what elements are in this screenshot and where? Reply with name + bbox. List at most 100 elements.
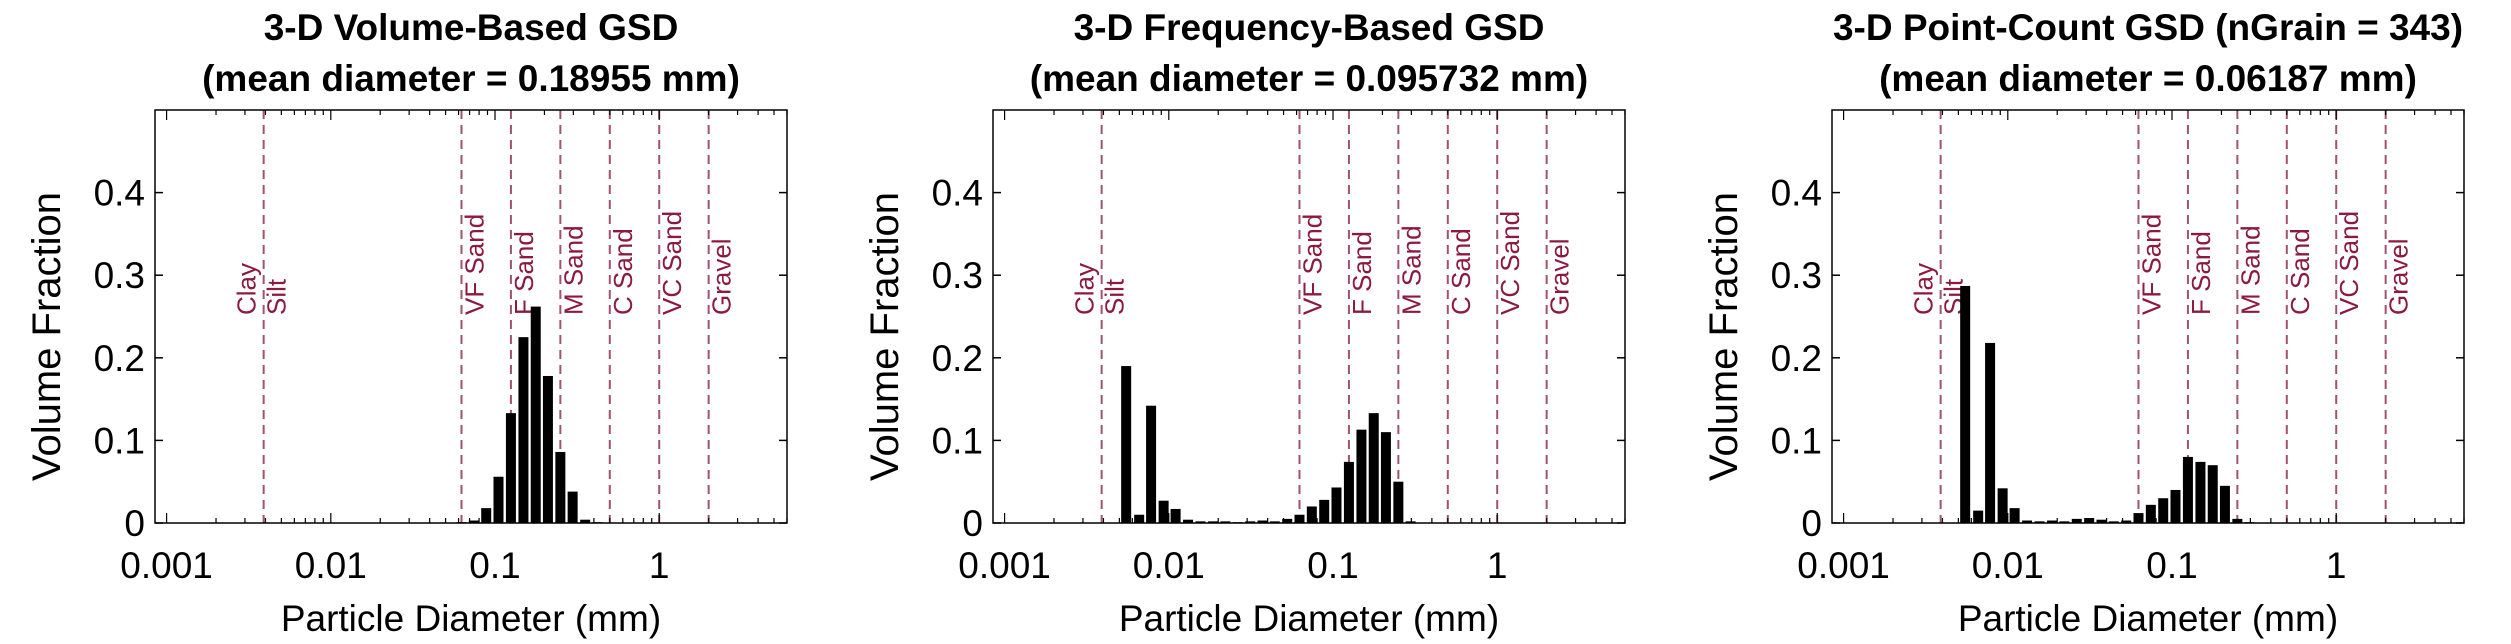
boundary-label-m-sand: M Sand: [558, 225, 588, 315]
bar: [2022, 520, 2033, 523]
boundary-label-f-sand: F Sand: [2186, 231, 2216, 315]
y-tick-label: 0.3: [94, 255, 145, 296]
boundary-label-clay: Clay: [1070, 263, 1100, 315]
bar: [2096, 519, 2107, 523]
bar: [580, 519, 591, 523]
chart-panel-1: 3-D Volume-Based GSD (mean diameter = 0.1…: [25, 7, 788, 639]
y-tick-label: 0.4: [94, 173, 145, 214]
boundary-label-vf-sand: VF Sand: [459, 214, 489, 315]
plot-frame: [154, 109, 788, 524]
bar: [1356, 429, 1367, 523]
x-tick-label: 0.01: [295, 545, 367, 586]
chart-title: 3-D Point-Count GSD (nGrain = 343): [1833, 7, 2463, 48]
x-axis-label: Particle Diameter (mm): [1958, 598, 2338, 639]
bar: [542, 375, 553, 523]
boundary-label-m-sand: M Sand: [2235, 225, 2265, 315]
bar: [493, 476, 504, 523]
y-tick-label: 0.2: [1771, 338, 1822, 379]
bar: [2195, 461, 2206, 523]
bar: [1282, 518, 1293, 523]
boundary-label-f-sand: F Sand: [509, 231, 539, 315]
boundary-label-vf-sand: VF Sand: [2136, 214, 2166, 315]
x-tick-label: 0.1: [469, 545, 520, 586]
x-tick-label: 0.01: [1972, 545, 2044, 586]
bar: [2034, 521, 2045, 523]
bar: [2232, 518, 2243, 523]
bar: [1146, 405, 1157, 523]
boundary-label-gravel: Gravel: [707, 238, 737, 315]
bar: [1997, 488, 2008, 523]
y-tick-label: 0.1: [1771, 420, 1822, 461]
y-tick-label: 0.1: [932, 420, 983, 461]
boundary-label-clay: Clay: [1909, 263, 1939, 315]
x-tick-label: 0.1: [1307, 545, 1358, 586]
bar: [1306, 506, 1317, 523]
bar: [2121, 520, 2132, 523]
bar: [2009, 508, 2020, 523]
y-tick-label: 0.3: [1771, 255, 1822, 296]
bar: [567, 491, 578, 523]
bar: [468, 520, 479, 523]
bar: [1405, 521, 1416, 523]
y-tick-label: 0.3: [932, 255, 983, 296]
bar: [2158, 498, 2169, 523]
x-tick-label: 1: [1487, 545, 1508, 586]
x-tick-label: 1: [2326, 545, 2347, 586]
chart-title: 3-D Frequency-Based GSD: [1074, 7, 1545, 48]
bar: [2133, 513, 2144, 523]
chart-subtitle: (mean diameter = 0.06187 mm): [1879, 58, 2417, 99]
x-tick-label: 0.001: [120, 545, 213, 586]
bar: [2145, 504, 2156, 523]
boundary-label-vc-sand: VC Sand: [1495, 211, 1525, 315]
plot-frame: [1831, 109, 2465, 524]
bar: [1208, 521, 1219, 523]
boundary-label-c-sand: C Sand: [608, 228, 638, 315]
x-axis-label: Particle Diameter (mm): [1119, 598, 1499, 639]
bar: [2170, 489, 2181, 523]
boundary-label-vc-sand: VC Sand: [657, 211, 687, 315]
chart-panel-3: 3-D Point-Count GSD (nGrain = 343) (mean …: [1702, 7, 2465, 639]
y-tick-label: 0.4: [932, 173, 983, 214]
bar: [1319, 499, 1330, 523]
bar: [2084, 518, 2095, 523]
bar: [1183, 519, 1194, 523]
bar: [2047, 520, 2058, 523]
bar: [1121, 366, 1132, 523]
bar: [1331, 487, 1342, 523]
bar: [1294, 514, 1305, 523]
bar: [1195, 521, 1206, 523]
boundary-label-clay: Clay: [232, 263, 262, 315]
y-tick-label: 0: [1801, 503, 1822, 544]
x-axis-label: Particle Diameter (mm): [281, 598, 661, 639]
plot-frame: [992, 109, 1626, 524]
bar: [1257, 520, 1268, 523]
boundary-label-c-sand: C Sand: [1446, 228, 1476, 315]
y-tick-label: 0: [962, 503, 983, 544]
boundary-label-gravel: Gravel: [1545, 238, 1575, 315]
x-tick-label: 0.001: [958, 545, 1051, 586]
bar: [2071, 518, 2082, 523]
bar: [1220, 521, 1231, 523]
bar: [518, 337, 529, 523]
y-axis-label: Volume Fraction: [863, 192, 907, 481]
bar: [530, 306, 541, 523]
boundary-label-gravel: Gravel: [2384, 238, 2414, 315]
y-tick-label: 0.4: [1771, 173, 1822, 214]
bar: [1960, 285, 1971, 523]
boundary-label-c-sand: C Sand: [2285, 228, 2315, 315]
x-tick-label: 0.01: [1133, 545, 1205, 586]
bar: [1380, 432, 1391, 523]
bar: [555, 451, 566, 523]
bar: [481, 508, 492, 523]
boundary-label-silt: Silt: [1100, 278, 1130, 315]
boundary-label-f-sand: F Sand: [1347, 231, 1377, 315]
boundary-label-vf-sand: VF Sand: [1297, 214, 1327, 315]
bar: [1985, 342, 1996, 523]
y-axis-label: Volume Fraction: [1702, 192, 1746, 481]
bar: [1973, 510, 1984, 523]
bar: [2108, 521, 2119, 523]
bar: [2182, 456, 2193, 523]
boundary-label-silt: Silt: [262, 278, 292, 315]
